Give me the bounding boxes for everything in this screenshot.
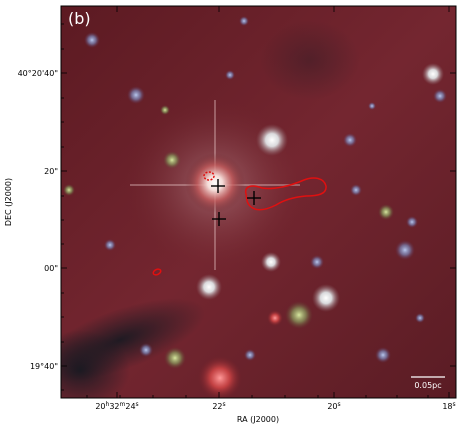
- y-tick-label: 20": [44, 167, 58, 176]
- contour-small-dashed: [203, 171, 215, 181]
- y-tick-labels: 40°20'40" 20" 00" 19°40": [18, 69, 58, 371]
- marker-group: [211, 179, 261, 226]
- contour-east: [244, 177, 327, 211]
- x-tick-label: 20s: [327, 401, 340, 411]
- y-axis-label: DEC (J2000): [4, 178, 13, 226]
- x-tick-label: 20h32m24s: [95, 401, 138, 411]
- y-tick-label: 19°40": [30, 362, 58, 371]
- x-tick-labels: 20h32m24s 22s 20s 18s: [95, 401, 455, 411]
- contour-group: [152, 171, 327, 276]
- x-axis-label: RA (J2000): [237, 415, 279, 424]
- scale-bar: 0.05pc: [411, 376, 445, 390]
- x-tick-label: 22s: [212, 401, 225, 411]
- x-tick-label: 18s: [442, 401, 455, 411]
- y-tick-label: 00": [44, 264, 58, 273]
- tick-marks: [61, 6, 456, 398]
- plot-frame: [60, 5, 457, 399]
- scale-bar-label: 0.05pc: [414, 381, 441, 390]
- sky-image: [61, 6, 456, 398]
- y-tick-label: 40°20'40": [18, 69, 58, 78]
- cross-marker: [211, 179, 225, 193]
- cross-marker: [247, 191, 261, 205]
- cross-marker: [212, 212, 226, 226]
- panel-label: (b): [68, 9, 91, 28]
- contour-small-left: [152, 268, 162, 276]
